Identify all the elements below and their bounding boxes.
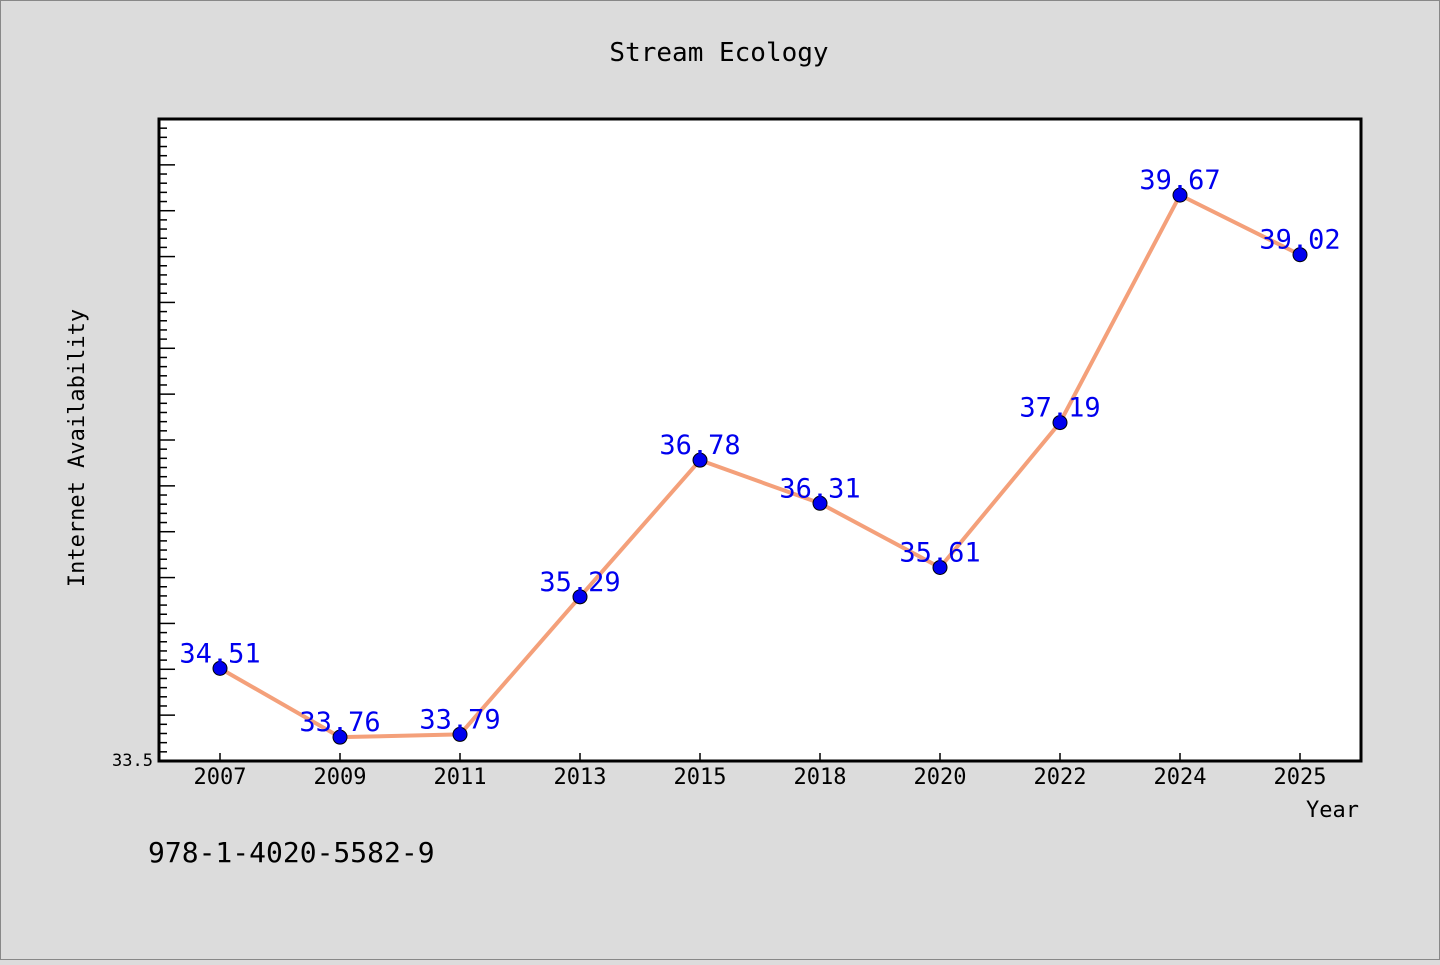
data-label: 39.02 <box>1259 225 1340 256</box>
data-label: 36.31 <box>779 473 860 504</box>
data-label: 35.61 <box>899 537 980 568</box>
data-point <box>1292 247 1308 263</box>
data-label: 34.51 <box>179 638 260 669</box>
x-tick-label: 2007 <box>194 765 247 790</box>
x-tick-label: 2009 <box>314 765 367 790</box>
data-point <box>212 660 228 676</box>
data-point <box>932 559 948 575</box>
data-point <box>1052 415 1068 431</box>
x-tick-label: 2025 <box>1274 765 1327 790</box>
data-markers <box>212 187 1308 745</box>
plot-frame <box>157 117 1363 763</box>
chart-title: Stream Ecology <box>609 38 828 68</box>
data-label: 33.76 <box>299 707 380 738</box>
data-point <box>1172 187 1188 203</box>
plot-area <box>159 119 1361 761</box>
data-point <box>452 726 468 742</box>
y-tick-label-min: 33.5 <box>112 751 153 771</box>
data-label: 36.78 <box>659 430 740 461</box>
data-label: 37.19 <box>1019 393 1100 424</box>
data-point <box>332 729 348 745</box>
x-axis-label: Year <box>1306 798 1359 823</box>
data-label: 35.29 <box>539 567 620 598</box>
series-line <box>218 193 1302 740</box>
x-tick-label: 2024 <box>1154 765 1207 790</box>
data-point <box>572 589 588 605</box>
x-tick-label: 2011 <box>434 765 487 790</box>
data-label: 33.79 <box>419 704 500 735</box>
data-point <box>692 452 708 468</box>
x-tick-labels: 2007 2009 2011 2013 2015 2018 2020 2022 2024 2025 <box>194 765 1327 790</box>
isbn-text: 978-1-4020-5582-9 <box>148 836 435 869</box>
data-labels: 34.51 33.76 33.79 35.29 36.78 36.31 35.61 37.19… <box>179 165 1340 738</box>
data-label: 39.67 <box>1139 165 1220 196</box>
x-tick-label: 2015 <box>674 765 727 790</box>
x-tick-label: 2013 <box>554 765 607 790</box>
x-tick-label: 2022 <box>1034 765 1087 790</box>
y-axis-label: Internet Availability <box>65 309 90 587</box>
x-tick-label: 2020 <box>914 765 967 790</box>
data-point <box>812 495 828 511</box>
x-tick-label: 2018 <box>794 765 847 790</box>
